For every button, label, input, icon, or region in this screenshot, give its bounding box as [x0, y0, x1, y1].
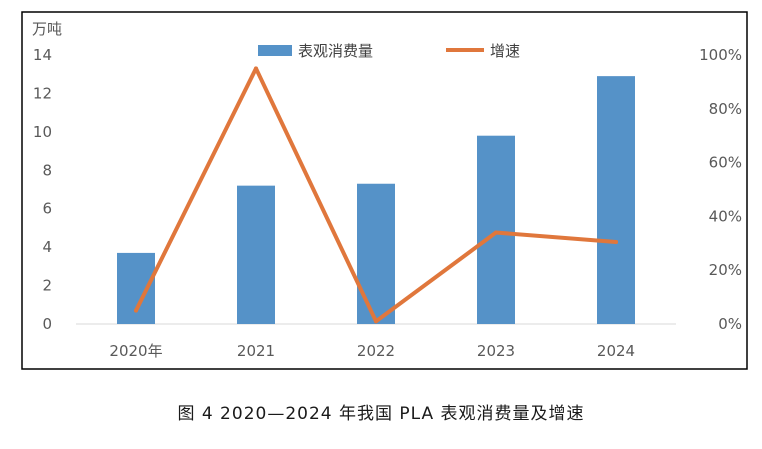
- line-point: [374, 319, 378, 324]
- legend: 表观消费量 增速: [258, 42, 520, 60]
- bar: [117, 252, 155, 324]
- bar: [597, 76, 635, 324]
- bar: [477, 135, 515, 324]
- y-right-axis: 0% 20% 40% 60% 80% 100%: [699, 46, 742, 333]
- x-tick-label: 2022: [357, 342, 395, 360]
- y-right-tick-label: 20%: [709, 261, 742, 279]
- y-right-tick-label: 80%: [709, 100, 742, 118]
- bar: [357, 183, 395, 324]
- x-tick-label: 2021: [237, 342, 275, 360]
- y-left-tick-label: 12: [33, 84, 52, 102]
- y-left-unit: 万吨: [32, 20, 62, 38]
- line-point: [254, 66, 258, 71]
- y-left-tick-label: 8: [42, 161, 52, 179]
- figure-caption: 图 4 2020—2024 年我国 PLA 表观消费量及增速: [177, 404, 584, 424]
- y-left-tick-label: 4: [42, 238, 52, 256]
- y-left-tick-label: 10: [33, 123, 52, 141]
- legend-label-bar: 表观消费量: [298, 42, 373, 60]
- bar-series: [117, 76, 635, 324]
- bar: [237, 185, 275, 324]
- y-left-tick-label: 6: [42, 200, 52, 218]
- line-point: [134, 308, 138, 313]
- y-left-axis: 0 2 4 6 8 10 12 14: [33, 46, 52, 333]
- y-left-tick-label: 0: [42, 315, 52, 333]
- y-right-tick-label: 40%: [709, 207, 742, 225]
- x-tick-label: 2023: [477, 342, 515, 360]
- y-right-tick-label: 100%: [699, 46, 742, 64]
- y-right-tick-label: 0%: [718, 315, 742, 333]
- y-left-tick-label: 14: [33, 46, 52, 64]
- legend-swatch-bar: [258, 45, 292, 56]
- line-point: [614, 239, 618, 244]
- y-left-tick-label: 2: [42, 277, 52, 295]
- x-tick-label: 2024: [597, 342, 635, 360]
- legend-label-line: 增速: [490, 42, 520, 60]
- line-series: [134, 66, 618, 324]
- x-axis: 2020年 2021 2022 2023 2024: [109, 342, 635, 360]
- y-right-tick-label: 60%: [709, 154, 742, 172]
- x-tick-label: 2020年: [109, 342, 162, 360]
- line-point: [494, 230, 498, 235]
